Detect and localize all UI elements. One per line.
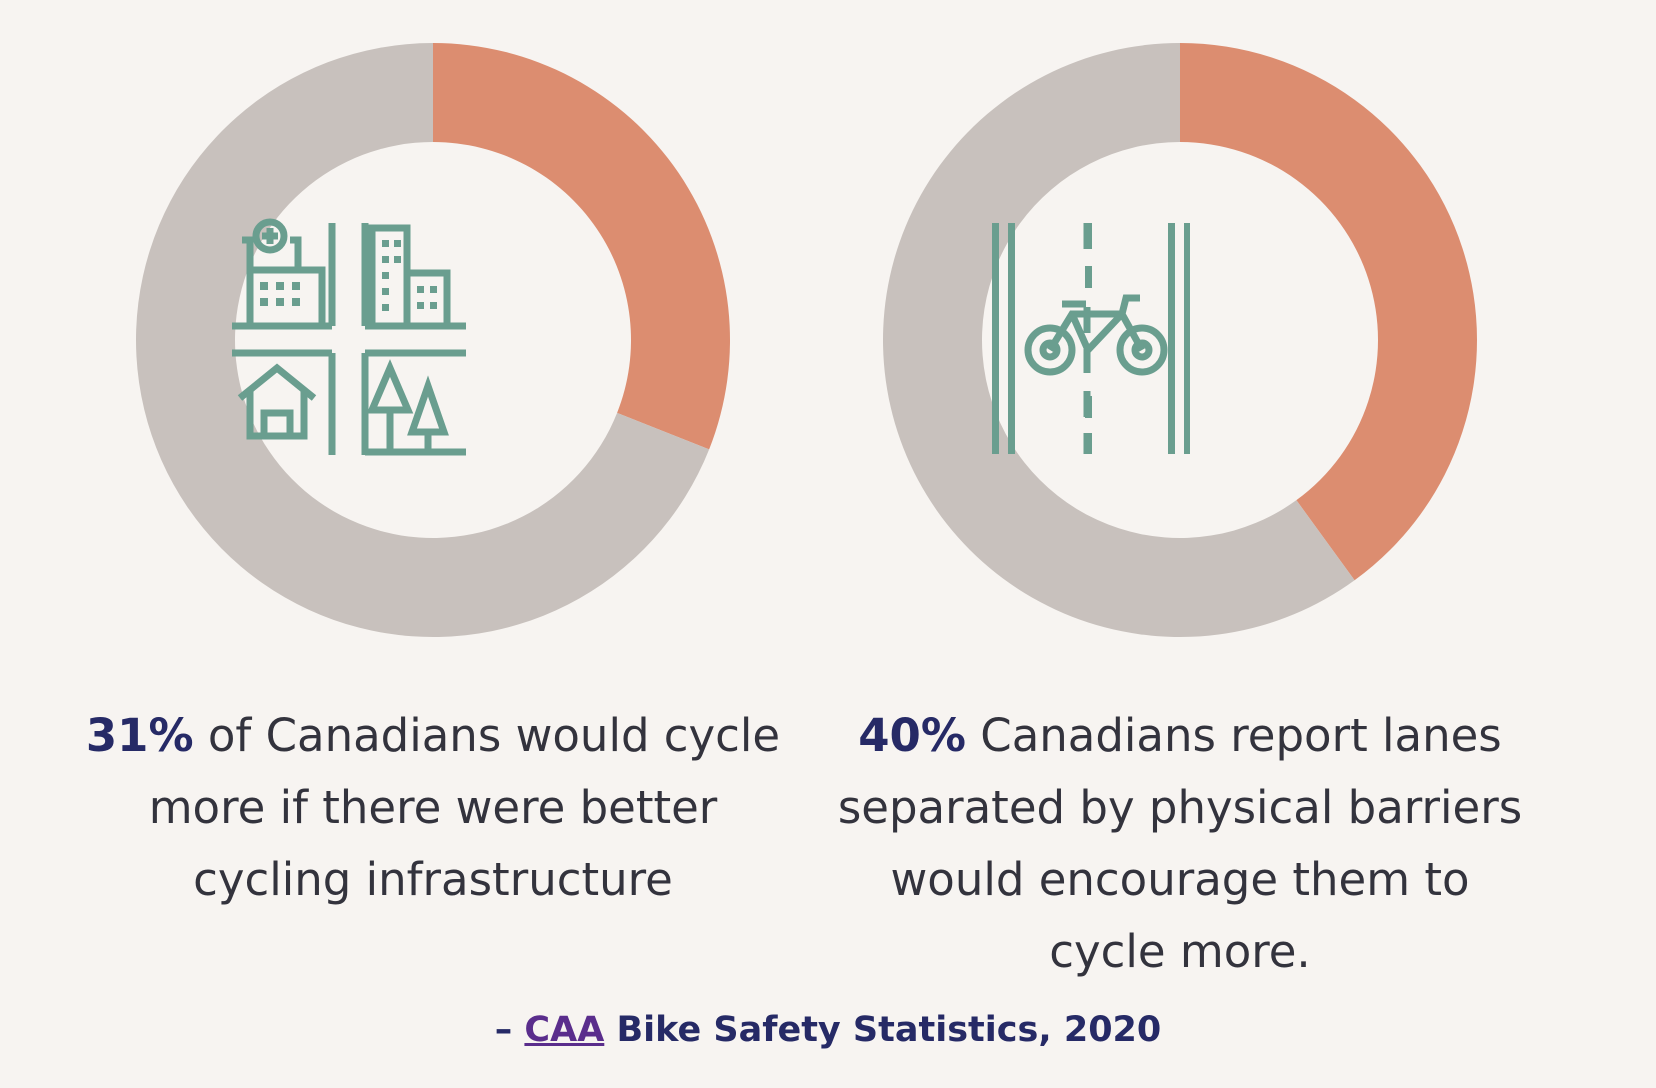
donut-chart-infrastructure: 31% of Canadians would cycle more if the… bbox=[83, 0, 783, 980]
caption-text: of Canadians would cycle more if there w… bbox=[148, 709, 781, 906]
donut-chart-bike-lanes: 40% Canadians report lanes separated by … bbox=[830, 0, 1530, 980]
source-citation: – CAA Bike Safety Statistics, 2020 bbox=[0, 1010, 1656, 1050]
caption-bike-lanes: 40% Canadians report lanes separated by … bbox=[830, 700, 1530, 988]
donut-slice-remainder bbox=[136, 43, 710, 637]
donut-svg-right bbox=[882, 43, 1477, 638]
donut-slice-highlight bbox=[433, 43, 730, 450]
caa-link[interactable]: CAA bbox=[524, 1010, 605, 1050]
donut-svg-left bbox=[136, 43, 730, 637]
caption-text: Canadians report lanes separated by phys… bbox=[837, 709, 1523, 978]
source-prefix: – bbox=[494, 1010, 525, 1050]
caption-highlight: 40% bbox=[858, 709, 966, 762]
caption-highlight: 31% bbox=[85, 709, 194, 762]
donut-slice-highlight bbox=[1180, 43, 1477, 581]
city-infrastructure-icon bbox=[232, 218, 466, 456]
caption-infrastructure: 31% of Canadians would cycle more if the… bbox=[83, 700, 783, 916]
bike-lane-icon bbox=[992, 223, 1190, 454]
source-suffix: Bike Safety Statistics, 2020 bbox=[604, 1010, 1162, 1050]
donut-slice-remainder bbox=[882, 43, 1355, 638]
